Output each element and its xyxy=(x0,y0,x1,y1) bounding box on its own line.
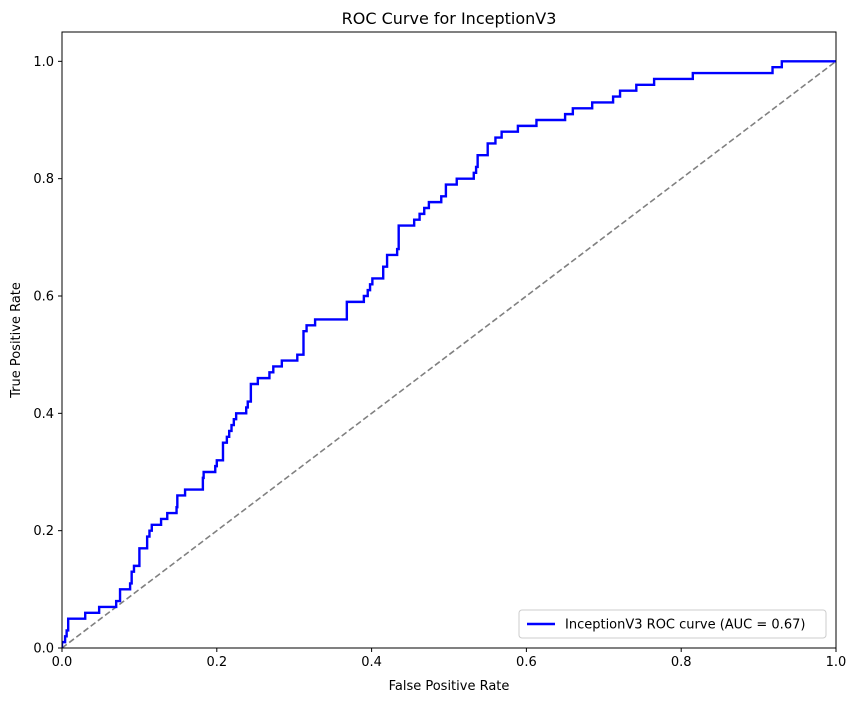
y-tick-label: 0.6 xyxy=(33,290,54,305)
legend-label: InceptionV3 ROC curve (AUC = 0.67) xyxy=(565,618,805,633)
y-axis: 0.0 0.2 0.4 0.6 0.8 1.0 xyxy=(33,55,62,657)
x-axis: 0.0 0.2 0.4 0.6 0.8 1.0 xyxy=(52,648,847,670)
plot-frame xyxy=(61,31,837,649)
y-tick-label: 0.2 xyxy=(33,524,54,539)
y-tick-label: 0.4 xyxy=(33,407,54,422)
x-tick-label: 0.8 xyxy=(671,655,692,670)
x-tick-label: 0.6 xyxy=(516,655,537,670)
legend-box xyxy=(518,609,827,639)
y-axis-label: True Positive Rate xyxy=(9,282,24,399)
legend: InceptionV3 ROC curve (AUC = 0.67) xyxy=(518,609,827,639)
x-tick-label: 0.0 xyxy=(52,655,73,670)
x-tick-label: 0.2 xyxy=(206,655,227,670)
y-tick-label: 1.0 xyxy=(33,55,54,70)
y-tick-label: 0.8 xyxy=(33,172,54,187)
roc-curve-line xyxy=(62,60,836,648)
chart-title: ROC Curve for InceptionV3 xyxy=(342,9,557,28)
plot-area xyxy=(62,60,836,648)
x-tick-label: 0.4 xyxy=(361,655,382,670)
x-tick-label: 1.0 xyxy=(826,655,847,670)
x-axis-label: False Positive Rate xyxy=(389,679,510,694)
y-tick-label: 0.0 xyxy=(33,642,54,657)
